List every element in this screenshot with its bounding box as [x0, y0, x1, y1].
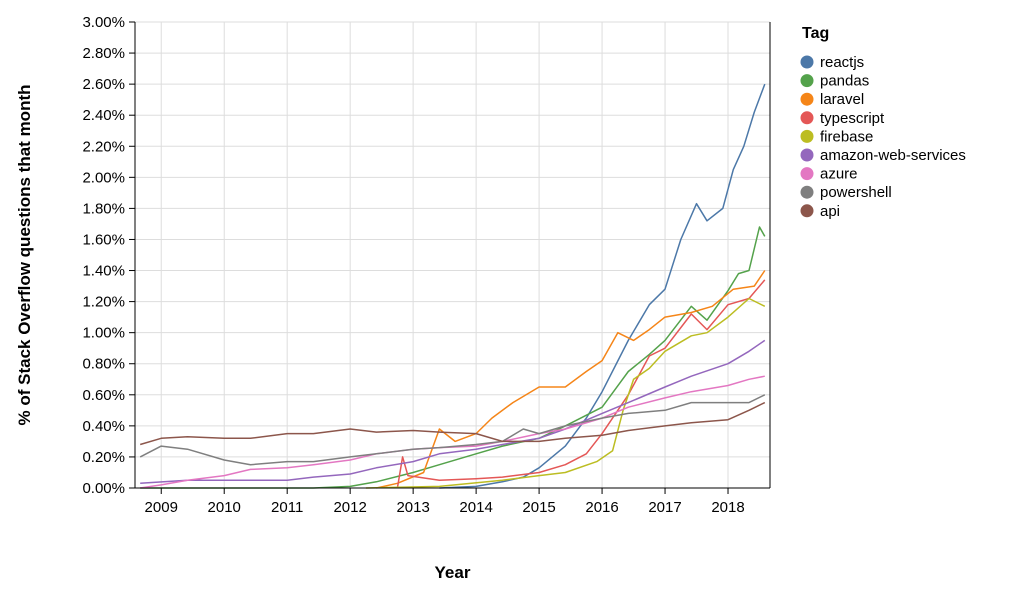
y-tick-label: 2.20% [82, 138, 125, 155]
y-tick-label: 1.20% [82, 294, 125, 311]
y-tick-label: 0.80% [82, 356, 125, 373]
legend-label-azure: azure [820, 166, 858, 183]
series-line-azure [140, 375, 765, 489]
x-tick-label: 2012 [333, 499, 366, 516]
y-tick-label: 2.60% [82, 76, 125, 93]
y-tick-label: 0.60% [82, 387, 125, 404]
x-tick-label: 2010 [208, 499, 241, 516]
legend-label-api: api [820, 203, 840, 220]
legend-swatch-typescript [800, 111, 814, 125]
x-tick-label: 2017 [648, 499, 681, 516]
series-lines [139, 83, 766, 489]
x-tick-label: 2011 [271, 499, 303, 516]
legend-label-typescript: typescript [820, 110, 885, 127]
y-tick-label: 1.80% [82, 200, 125, 217]
y-tick-label: 1.00% [82, 325, 125, 342]
y-axis-title: % of Stack Overflow questions that month [15, 85, 34, 426]
legend-swatch-pandas [800, 74, 814, 88]
legend-swatch-powershell [800, 185, 814, 199]
x-tick-label: 2015 [522, 499, 555, 516]
y-tick-label: 3.00% [82, 14, 125, 31]
y-tick-label: 2.40% [82, 107, 125, 124]
y-tick-label: 1.60% [82, 231, 125, 248]
series-line-laravel [376, 270, 766, 489]
y-tick-label: 2.00% [82, 169, 125, 186]
axes: 0.00% 0.20% 0.40% 0.60% 0.80% 1.00% 1.20% 1.40%… [82, 14, 771, 516]
series-line-amazon-web-services [140, 339, 766, 485]
legend-swatch-reactjs [800, 55, 814, 69]
legend-title: Tag [802, 25, 829, 42]
x-tick-label: 2016 [585, 499, 618, 516]
series-line-powershell [139, 394, 766, 466]
series-line-pandas [140, 226, 766, 489]
legend-swatch-amazon-web-services [800, 148, 814, 162]
y-tick-label: 0.00% [82, 480, 125, 497]
y-tick-label: 1.40% [82, 263, 125, 280]
legend-swatch-azure [800, 167, 814, 181]
y-tick-label: 0.20% [82, 449, 125, 466]
legend-label-amazon-web-services: amazon-web-services [820, 147, 966, 164]
x-axis-title: Year [435, 563, 471, 582]
legend-label-powershell: powershell [820, 184, 892, 201]
series-line-typescript [396, 279, 766, 489]
legend-swatch-laravel [800, 92, 814, 106]
legend-swatch-api [800, 204, 814, 218]
x-tick-label: 2014 [459, 499, 492, 516]
x-tick-label: 2009 [145, 499, 178, 516]
legend-swatch-firebase [800, 129, 814, 143]
x-tick-label: 2013 [396, 499, 429, 516]
y-tick-label: 2.80% [82, 45, 125, 62]
legend-label-reactjs: reactjs [820, 54, 864, 71]
legend-label-laravel: laravel [820, 91, 864, 108]
series-line-firebase [365, 297, 766, 489]
series-line-api [139, 401, 766, 446]
gridlines [135, 21, 770, 489]
y-tick-label: 0.40% [82, 418, 125, 435]
legend-label-pandas: pandas [820, 73, 869, 90]
x-tick-label: 2018 [711, 499, 744, 516]
legend-label-firebase: firebase [820, 128, 873, 145]
